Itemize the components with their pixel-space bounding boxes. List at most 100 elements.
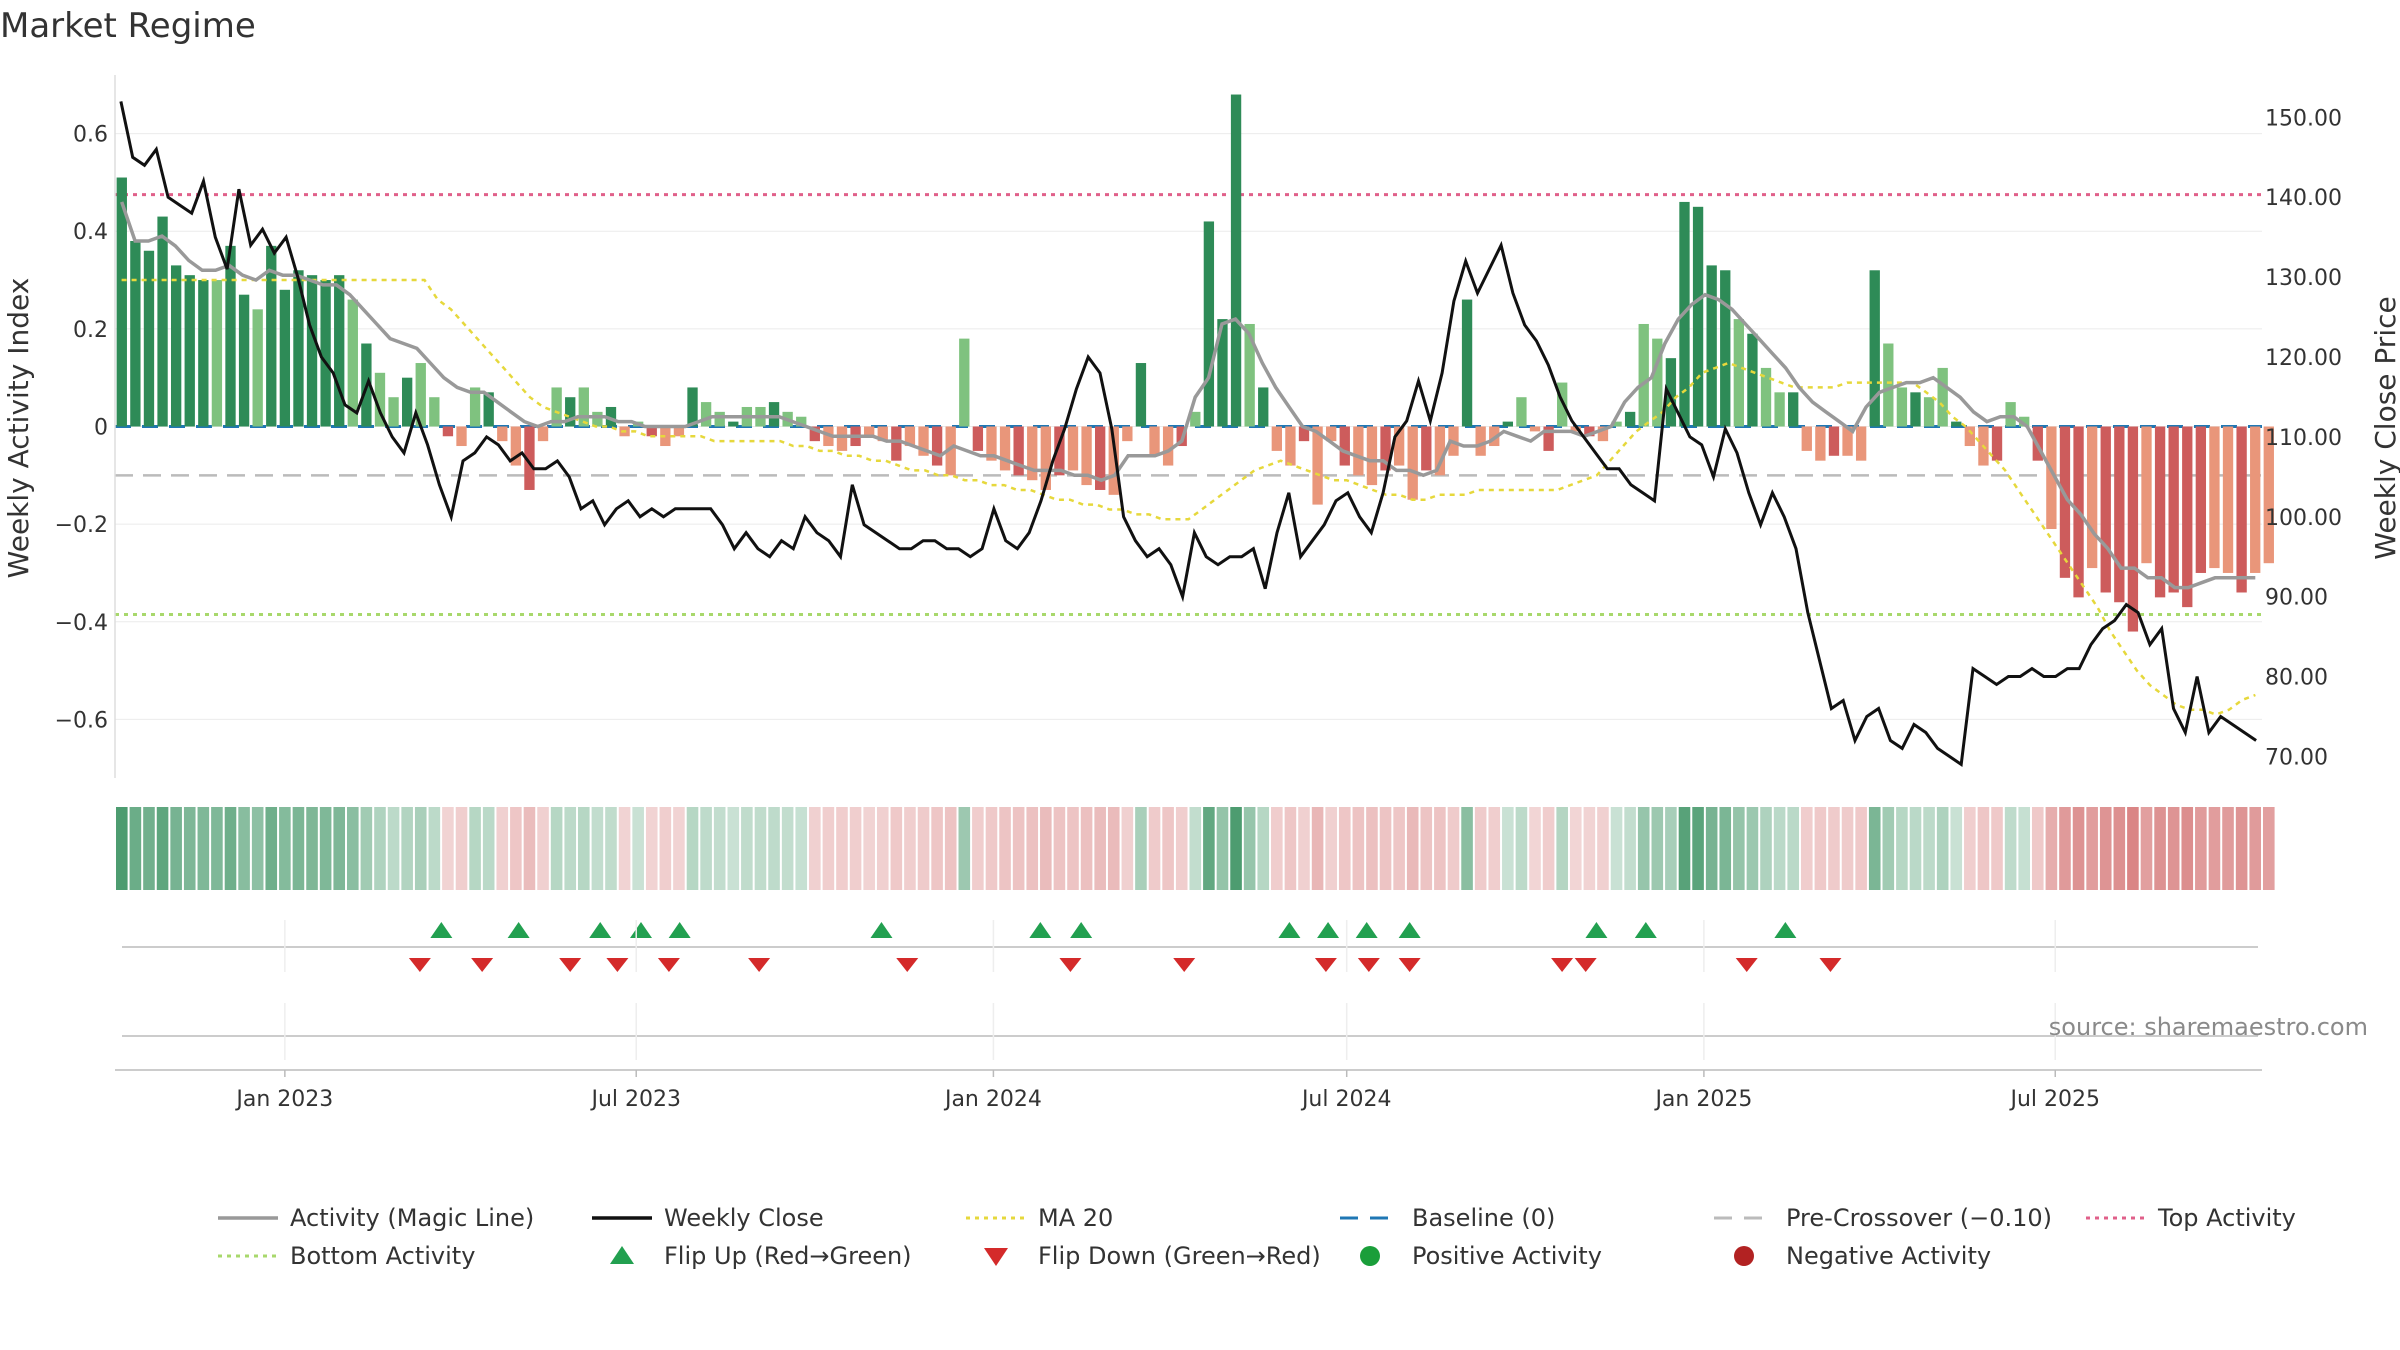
y-right-axis-label: Weekly Close Price	[2369, 296, 2400, 559]
regime-strip-cell	[360, 807, 373, 890]
regime-strip-cell	[1135, 807, 1147, 890]
activity-bar	[1067, 426, 1079, 471]
activity-bar	[1108, 426, 1119, 495]
activity-bar	[1883, 343, 1894, 427]
regime-strip-cell	[347, 807, 359, 890]
legend-item: Bottom Activity	[218, 1242, 475, 1270]
activity-bar	[293, 270, 304, 427]
activity-bars	[116, 94, 2274, 632]
regime-strip-cell	[1583, 807, 1596, 890]
regime-strip-cell	[1651, 807, 1664, 890]
activity-bar	[904, 426, 916, 447]
regime-strip-cell	[999, 807, 1011, 890]
legend-label: Bottom Activity	[290, 1242, 475, 1270]
activity-bar	[1339, 426, 1350, 466]
regime-strip-cell	[1420, 807, 1433, 890]
regime-strip-cell	[1175, 807, 1188, 890]
regime-strip-cell	[265, 807, 278, 890]
magic-line	[120, 201, 2256, 590]
regime-strip-cell	[768, 807, 780, 890]
flip-up-marker	[1585, 922, 1608, 938]
regime-strip-cell	[1148, 807, 1161, 890]
regime-strip-cell	[469, 807, 481, 890]
regime-strip-cell	[1597, 807, 1609, 890]
activity-bar	[1081, 426, 1092, 486]
regime-strip-cell	[1909, 807, 1922, 890]
regime-strip-cell	[1991, 807, 2003, 890]
regime-strip-cell	[686, 807, 699, 890]
legend-item: Top Activity	[2086, 1204, 2296, 1232]
activity-bar	[673, 426, 685, 437]
regime-strip-cell	[917, 807, 930, 890]
activity-bar	[959, 338, 970, 427]
regime-strip-cell	[2235, 807, 2248, 890]
flip-down-marker	[606, 958, 629, 972]
activity-bar	[1135, 363, 1147, 427]
regime-strip-cell	[2099, 807, 2112, 890]
y-right-tick-label: 130.00	[2265, 266, 2342, 291]
activity-bar	[931, 426, 943, 466]
regime-strip-cell	[1366, 807, 1378, 890]
regime-strip-cell	[1610, 807, 1623, 890]
regime-strip-cell	[2195, 807, 2207, 890]
activity-bar	[1122, 426, 1133, 442]
activity-bar	[592, 411, 603, 427]
regime-strip-cell	[537, 807, 549, 890]
regime-strip-cell	[292, 807, 305, 890]
activity-bar	[252, 309, 263, 427]
regime-strip-cell	[224, 807, 237, 890]
weekly-close-line	[119, 101, 2257, 768]
regime-strip-cell	[1542, 807, 1555, 890]
activity-bar	[2100, 426, 2111, 593]
flip-up-marker	[1070, 922, 1093, 938]
activity-bar	[836, 426, 848, 451]
activity-bar	[2154, 426, 2166, 598]
y-right-tick-label: 140.00	[2265, 186, 2342, 211]
activity-bar	[1652, 338, 1663, 427]
legend-swatch	[610, 1246, 634, 1264]
activity-bar	[510, 426, 522, 466]
regime-strip-cell	[1800, 807, 1813, 890]
regime-strip-cell	[1502, 807, 1514, 890]
y-left-tick-label: 0.6	[73, 123, 108, 148]
regime-strip-cell	[238, 807, 250, 890]
regime-strip-cell	[1080, 807, 1093, 890]
activity-bar	[184, 275, 195, 427]
regime-strip-cell	[2045, 807, 2058, 890]
activity-bar	[877, 426, 888, 442]
flip-down-marker	[1574, 958, 1597, 972]
regime-strip-cell	[1719, 807, 1732, 890]
activity-bar	[1013, 426, 1024, 476]
legend-label: MA 20	[1038, 1204, 1113, 1232]
activity-bar	[864, 426, 875, 437]
x-tick-label: Jan 2025	[1653, 1087, 1752, 1112]
flip-up-marker	[1317, 922, 1340, 938]
flip-down-marker	[408, 958, 431, 972]
activity-bar	[700, 402, 712, 427]
activity-bar	[415, 363, 426, 427]
activity-bar	[768, 402, 780, 427]
activity-bar	[1516, 397, 1527, 427]
activity-bar	[2222, 426, 2234, 573]
y-right-tick-label: 100.00	[2265, 506, 2342, 531]
activity-bar	[1774, 392, 1785, 427]
activity-bar	[1217, 319, 1228, 427]
activity-bar	[1801, 426, 1812, 451]
flip-down-marker	[559, 958, 582, 972]
flip-down-marker	[1357, 958, 1380, 972]
activity-bar	[1855, 426, 1867, 461]
flip-down-marker	[1059, 958, 1082, 972]
activity-bar	[986, 426, 997, 461]
activity-bar	[796, 416, 807, 427]
y-right-tick-label: 70.00	[2265, 745, 2328, 770]
y-right-tick-label: 150.00	[2265, 106, 2342, 131]
regime-strip-cell	[904, 807, 916, 890]
activity-bar	[2168, 426, 2179, 593]
regime-strip-cell	[1936, 807, 1949, 890]
activity-bar	[1638, 323, 1649, 427]
regime-strip-cell	[1338, 807, 1351, 890]
activity-bar	[1570, 426, 1581, 432]
activity-bar	[1298, 426, 1310, 442]
regime-strip-cell	[591, 807, 604, 890]
